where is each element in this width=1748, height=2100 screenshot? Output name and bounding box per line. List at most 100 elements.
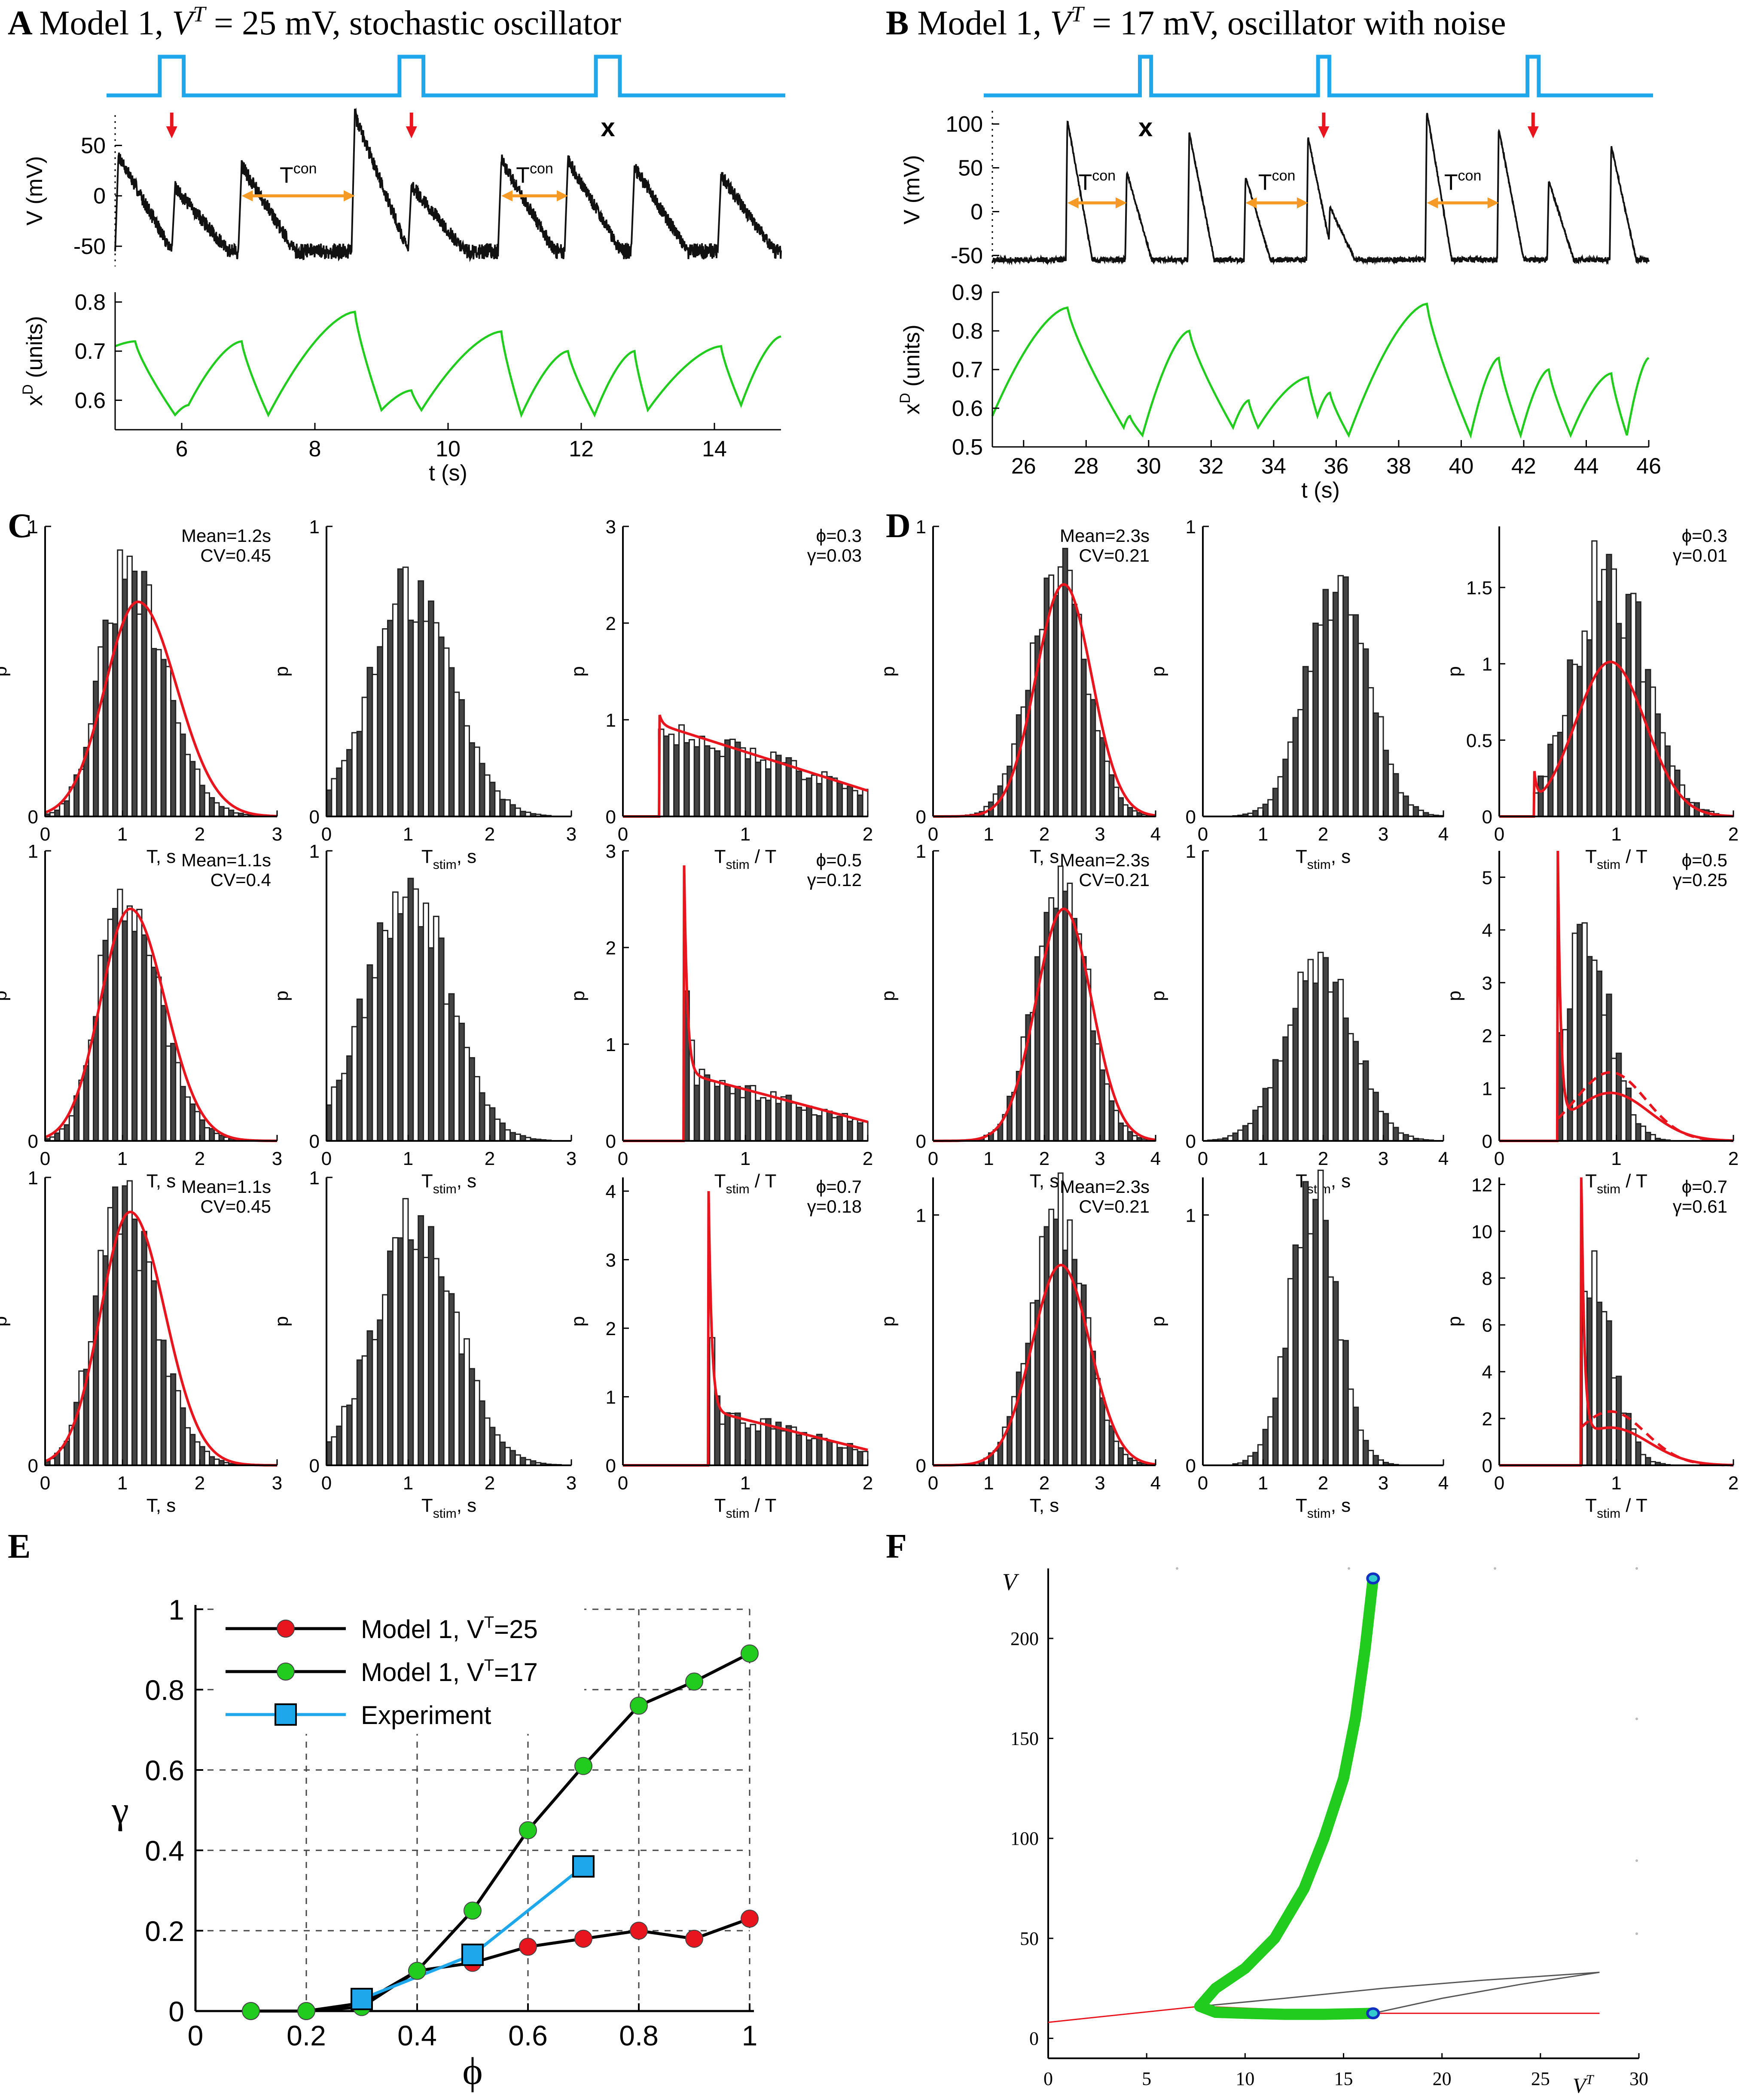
- histogram-bar: [209, 1456, 215, 1466]
- xd-tick-label: 0.8: [952, 319, 983, 344]
- x-label-main: V: [1573, 2073, 1588, 2097]
- histogram-bar: [1287, 1278, 1294, 1466]
- annotation-text: ϕ=0.3: [816, 526, 862, 546]
- x-tick-label: 0: [188, 2020, 204, 2051]
- tcon-main: T: [1258, 170, 1272, 195]
- histogram-bar: [719, 1080, 726, 1142]
- histogram-bar: [1053, 1218, 1059, 1466]
- legend-marker: [277, 1663, 295, 1681]
- histogram-bar: [160, 659, 167, 817]
- histogram-bar: [693, 1085, 700, 1142]
- x-label-main: T, s: [1030, 1171, 1059, 1192]
- histogram-bar: [1342, 1340, 1349, 1466]
- xd-tick-label: 0.8: [75, 290, 106, 315]
- histogram-bar: [1287, 1024, 1294, 1142]
- panel-letter-E: E: [8, 1528, 31, 1565]
- x-tick-label: 1: [740, 824, 750, 845]
- histogram-bar: [331, 778, 338, 817]
- histogram-bar: [811, 774, 818, 817]
- histogram-bar: [170, 1042, 177, 1142]
- annotation-text: γ=0.01: [1673, 545, 1727, 566]
- histogram-bar: [382, 628, 388, 817]
- histogram-bar: [204, 792, 210, 817]
- histogram-bar: [1337, 978, 1344, 1142]
- histogram-bar: [346, 749, 353, 817]
- x-tick-label: 0.8: [619, 2020, 659, 2051]
- histogram-bar: [1337, 575, 1344, 817]
- histogram-bar: [397, 913, 404, 1142]
- histogram-bar: [1030, 642, 1036, 817]
- histogram-bar: [801, 1110, 807, 1142]
- x-tick-label: 0: [1494, 1473, 1504, 1494]
- histogram-bar: [1317, 951, 1324, 1142]
- x-axis-label: T, s: [146, 1171, 176, 1192]
- y-tick-label: 0: [309, 1131, 320, 1152]
- y-tick-label: 1: [606, 710, 616, 731]
- t-tick-label: 40: [1449, 454, 1474, 479]
- histogram-bar: [1557, 731, 1564, 817]
- x-tick-label: 0.6: [508, 2020, 548, 2051]
- histogram-bar: [1367, 1088, 1374, 1142]
- histogram-bar: [1358, 1429, 1364, 1466]
- histogram-bar: [1016, 714, 1022, 817]
- histogram-bar: [857, 1122, 863, 1142]
- histogram-bar: [1095, 1378, 1101, 1466]
- histogram-bar: [443, 1003, 450, 1142]
- x-tick-label: 1: [740, 1473, 750, 1494]
- histogram-bar: [1616, 1052, 1622, 1142]
- y-tick-label: 4: [606, 1181, 616, 1202]
- x-axis-label: Tstim / T: [1585, 1495, 1647, 1521]
- series-marker: [242, 2002, 260, 2020]
- histogram-bar: [68, 1115, 75, 1142]
- histogram-bar: [1057, 1172, 1064, 1466]
- histogram-bar: [331, 1436, 338, 1466]
- stimulus-fail-mark: x: [1138, 113, 1153, 142]
- x-tick-label: 1: [742, 2020, 758, 2051]
- t-tick-label: 32: [1199, 454, 1223, 479]
- histogram-bar: [1297, 972, 1304, 1142]
- x-tick-label: 2: [195, 1473, 205, 1494]
- histogram-bar: [366, 964, 373, 1142]
- histogram-bar: [1388, 763, 1394, 817]
- histogram-bar: [826, 1110, 833, 1142]
- x-tick-label: 4: [1150, 1473, 1161, 1494]
- panel-title-B: B Model 1, VT = 17 mV, oscillator with n…: [886, 2, 1506, 42]
- histogram-bar: [719, 755, 726, 817]
- x-axis-label: Tstim, s: [1296, 1495, 1351, 1521]
- annotation-text: Mean=2.3s: [1060, 526, 1150, 546]
- histogram-bar: [1581, 630, 1588, 817]
- tcon-label: Tcon: [516, 161, 553, 188]
- histogram-bar: [494, 790, 501, 817]
- x-axis-label: VT: [1573, 2072, 1595, 2097]
- legend-sup: T: [484, 1657, 494, 1675]
- histogram-bar: [1277, 776, 1284, 817]
- histogram-bar: [1382, 1113, 1389, 1142]
- histogram-bar: [1362, 648, 1369, 817]
- histogram-bar: [1071, 918, 1078, 1142]
- x-tick-label: 0: [40, 824, 50, 845]
- series-marker: [351, 1987, 373, 2010]
- line-chart-E: 0 0.2 0.4 0.6 0.8 1 0 0.2 0.4 0.6 0.8 1 ϕ γ Model 1, V…: [111, 1594, 759, 2093]
- t-tick-label: 42: [1511, 454, 1536, 479]
- histogram-bar: [1113, 786, 1120, 817]
- histogram-bar: [734, 741, 741, 817]
- y-tick-label: 0: [309, 807, 320, 828]
- histogram-bar: [494, 1119, 501, 1142]
- y-axis-label: p: [567, 666, 589, 676]
- histogram-bar: [1581, 922, 1588, 1142]
- x-tick-label: 2: [485, 824, 495, 845]
- histogram-bar: [1317, 624, 1324, 817]
- x-label-sup: T: [1586, 2072, 1594, 2087]
- histogram-bar: [801, 779, 807, 817]
- histogram-bar: [806, 1439, 812, 1466]
- x-tick-label: 2: [485, 1148, 495, 1169]
- histogram-bar: [744, 758, 751, 817]
- histogram-bar: [336, 1079, 343, 1142]
- legend-sup: T: [484, 1614, 494, 1632]
- x-label-sub: stim: [1597, 858, 1620, 872]
